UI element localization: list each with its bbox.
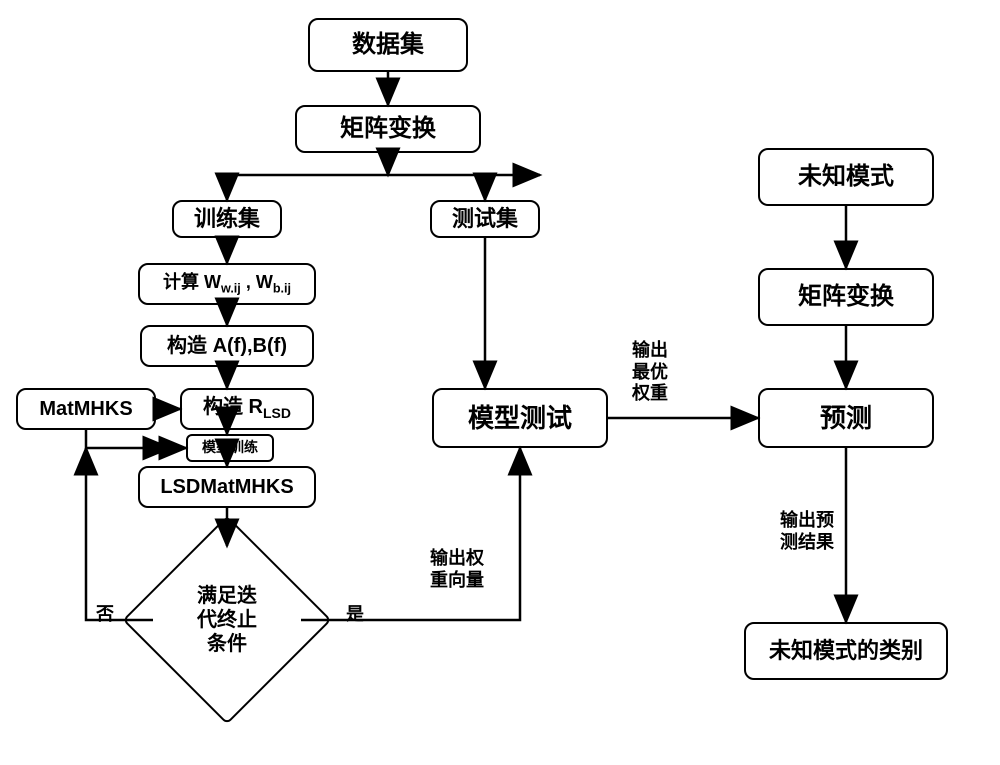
node-training-set: 训练集 [172, 200, 282, 238]
node-unknown-pattern: 未知模式 [758, 148, 934, 206]
node-label: 模型训练 [202, 439, 258, 457]
node-unknown-category: 未知模式的类别 [744, 622, 948, 680]
node-construct-ab: 构造 A(f),B(f) [140, 325, 314, 367]
node-label: LSDMatMHKS [160, 475, 293, 500]
node-label: 测试集 [452, 205, 518, 233]
node-label: 训练集 [194, 205, 260, 233]
flowchart-canvas: 数据集 矩阵变换 训练集 测试集 计算 Ww.ij , Wb.ij 构造 A(f… [0, 0, 1000, 765]
node-label: 矩阵变换 [340, 114, 436, 144]
edge-label-weight-vector: 输出权 重向量 [430, 548, 484, 591]
node-matrix-transform-2: 矩阵变换 [758, 268, 934, 326]
node-matrix-transform-1: 矩阵变换 [295, 105, 481, 153]
edge-label-no: 否 [96, 600, 114, 626]
node-label: 满足迭 代终止 条件 [197, 584, 257, 656]
node-label: 未知模式 [798, 162, 894, 192]
node-compute-w: 计算 Ww.ij , Wb.ij [138, 263, 316, 305]
node-label: 未知模式的类别 [769, 637, 923, 665]
node-label: 构造 A(f),B(f) [167, 334, 287, 359]
node-predict: 预测 [758, 388, 934, 448]
node-label: 数据集 [352, 30, 424, 60]
node-model-test: 模型测试 [432, 388, 608, 448]
node-lsdmatmhks: LSDMatMHKS [138, 466, 316, 508]
node-label: 计算 Ww.ij , Wb.ij [163, 271, 291, 297]
node-test-set: 测试集 [430, 200, 540, 238]
edge-label-yes: 是 [346, 600, 364, 626]
node-label: 模型测试 [468, 402, 572, 435]
node-label: 预测 [820, 402, 872, 435]
edge-label-optimal-weight: 输出 最优 权重 [632, 340, 668, 405]
node-label: MatMHKS [39, 397, 132, 422]
node-condition: 满足迭 代终止 条件 [153, 546, 301, 694]
node-model-training-label: 模型训练 [186, 434, 274, 462]
node-matmhks: MatMHKS [16, 388, 156, 430]
node-label: 构造 RLSD [203, 395, 291, 423]
node-label: 矩阵变换 [798, 282, 894, 312]
node-dataset: 数据集 [308, 18, 468, 72]
node-construct-r: 构造 RLSD [180, 388, 314, 430]
edge-label-output-prediction: 输出预 测结果 [780, 510, 834, 553]
